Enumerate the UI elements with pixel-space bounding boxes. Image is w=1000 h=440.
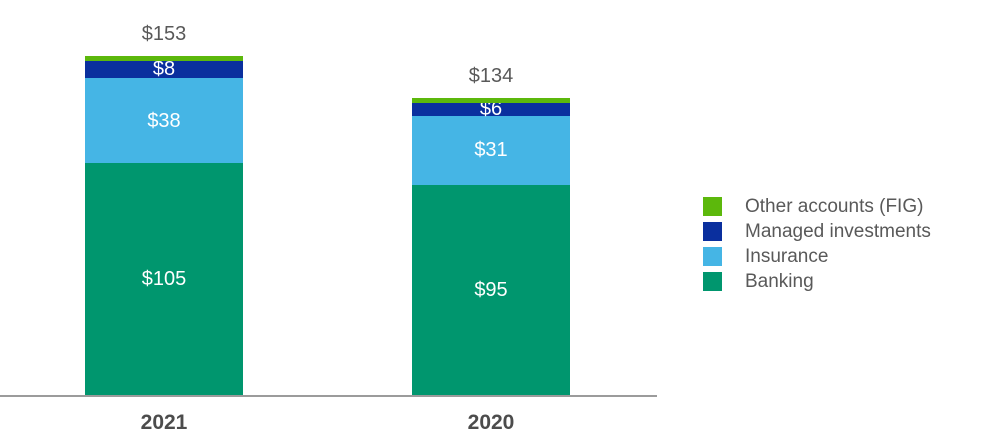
legend-item-label: Managed investments	[745, 221, 931, 242]
segment-value-label: $8	[152, 58, 176, 81]
legend: Other accounts (FIG) Managed investments I…	[703, 197, 931, 291]
legend-item-managed-investments: Managed investments	[703, 222, 931, 241]
segment-value-label: $31	[474, 139, 508, 162]
segment-managed-investments-2021: $8	[85, 58, 243, 81]
segment-banking-2020: $95	[412, 184, 570, 396]
legend-item-label: Other accounts (FIG)	[745, 196, 924, 217]
segment-value-label: $105	[141, 268, 187, 291]
legend-swatch	[703, 247, 722, 266]
segment-insurance-2021: $38	[85, 78, 243, 163]
legend-item-label: Insurance	[745, 246, 829, 267]
legend-swatch	[703, 272, 722, 291]
segment-value-label: $95	[474, 279, 508, 302]
legend-swatch	[703, 197, 722, 216]
legend-swatch	[703, 222, 722, 241]
segment-value-label: $38	[147, 109, 181, 132]
segment-banking-2021: $105	[85, 162, 243, 396]
legend-item-insurance: Insurance	[703, 247, 931, 266]
category-label-2020: 2020	[467, 411, 515, 434]
total-label-2021: $153	[141, 23, 187, 45]
segment-other-accounts-fig-2021	[85, 56, 243, 61]
segment-insurance-2020: $31	[412, 116, 570, 185]
segment-managed-investments-2020: $6	[412, 99, 570, 119]
x-axis-line	[0, 395, 657, 397]
legend-item-label: Banking	[745, 271, 814, 292]
stacked-bar-2020: $95 $31 $6	[412, 98, 570, 396]
segment-other-accounts-fig-2020	[412, 98, 570, 103]
total-label-2020: $134	[468, 65, 514, 88]
category-label-2021: 2021	[140, 411, 188, 434]
stacked-bar-2021: $105 $38 $8	[85, 56, 243, 396]
legend-item-banking: Banking	[703, 272, 931, 291]
legend-item-other-accounts-fig: Other accounts (FIG)	[703, 197, 931, 216]
